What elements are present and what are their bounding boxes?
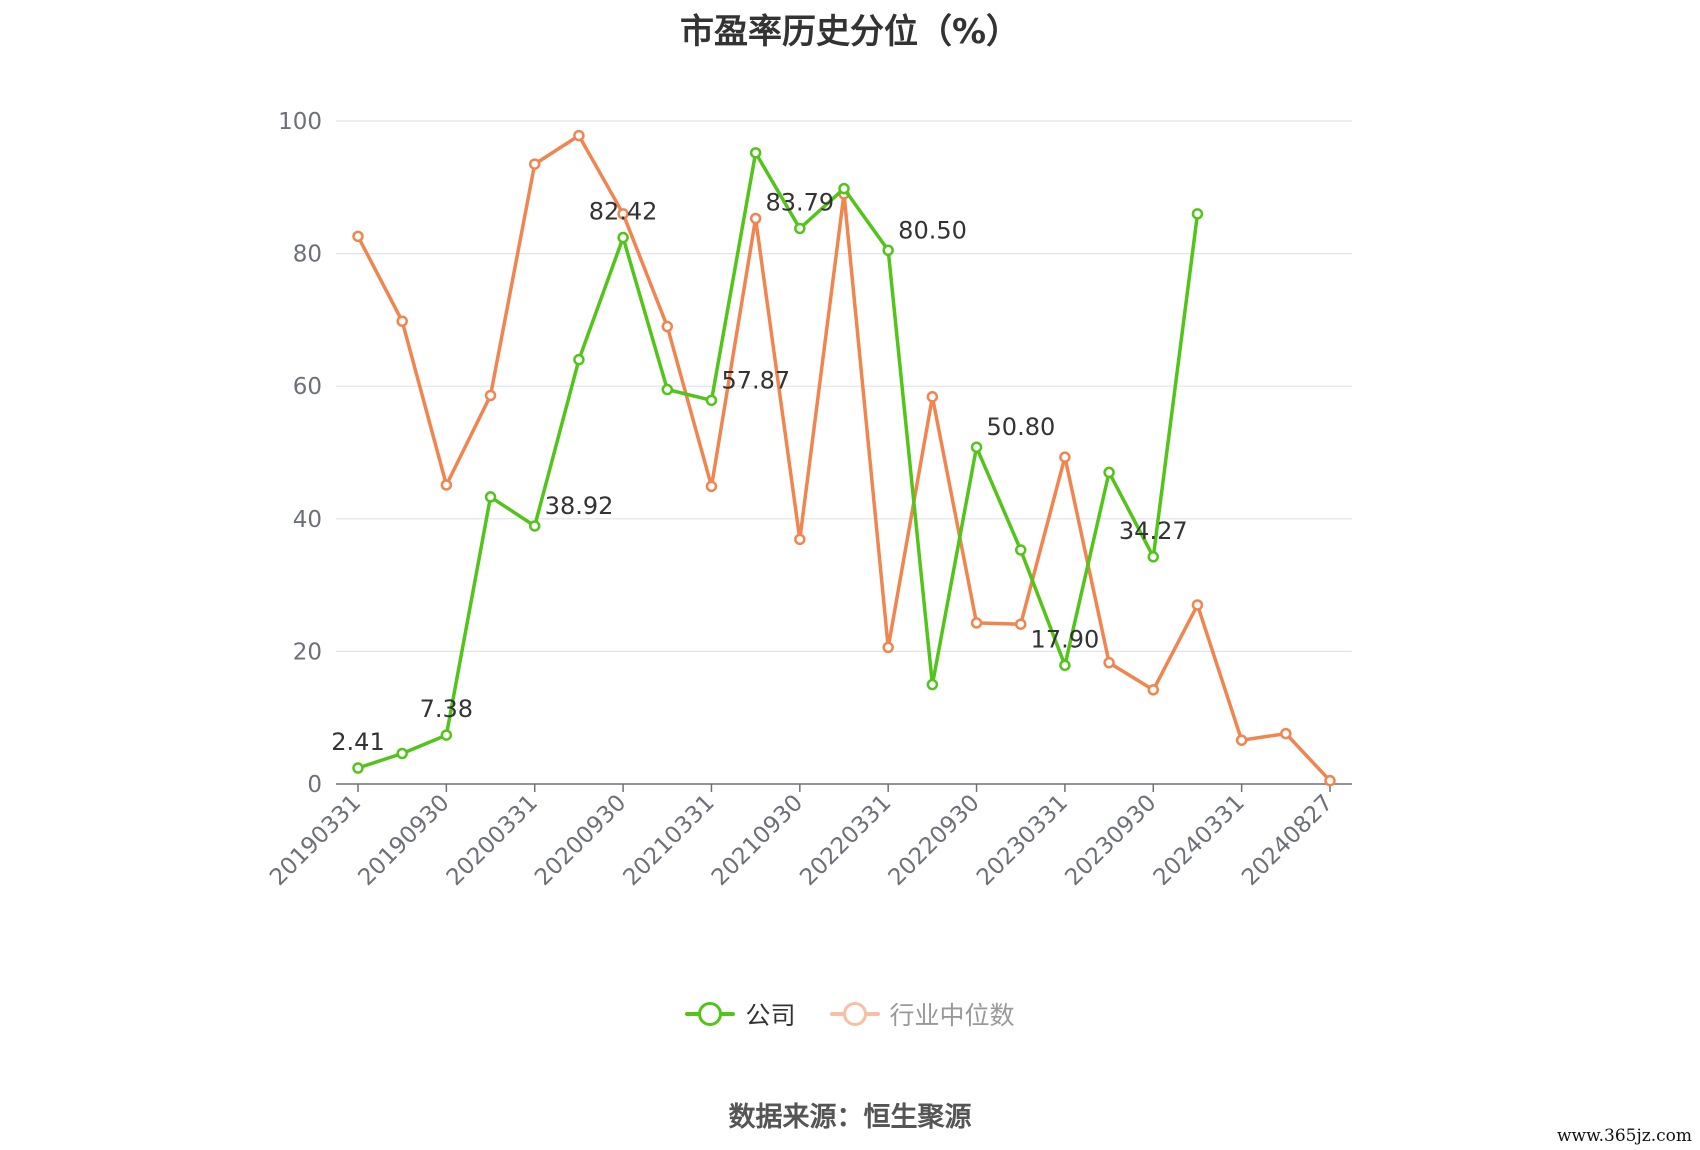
chart-title: 市盈率历史分位（%）: [679, 12, 1021, 52]
y-tick-label-20: 20: [293, 639, 322, 665]
watermark: www.365jz.com: [1557, 1126, 1692, 1146]
point-industry-median-20220630: [926, 391, 939, 403]
point-company-20230331: [1059, 659, 1071, 672]
point-industry-median-20210331: [705, 480, 718, 493]
point-industry-median-20200331: [528, 158, 541, 170]
series-line-industry-median: [356, 133, 1332, 782]
point-company-20230930: [1147, 551, 1160, 563]
point-industry-median-20201231: [661, 320, 674, 333]
data-label-20220930: 50.80: [987, 413, 1056, 441]
x-tick-label-20240331: 20240331: [1149, 790, 1250, 891]
point-industry-median-20200930: [617, 208, 629, 220]
point-industry-median-20210630: [749, 212, 762, 225]
point-industry-median-20230630: [1103, 656, 1115, 669]
point-industry-median-20230331: [1059, 451, 1071, 463]
data-source: 数据来源：恒生聚源: [728, 1102, 972, 1133]
series-line-company: [357, 151, 1200, 770]
x-tick-label-20210930: 20210930: [707, 790, 808, 891]
point-industry-median-20190930: [440, 479, 453, 491]
data-label-20230930: 34.27: [1119, 517, 1188, 545]
x-tick-label-20190331: 20190331: [265, 790, 366, 891]
legend-swatch-company: [685, 1002, 736, 1026]
point-company-20220930: [970, 441, 983, 453]
data-label-20210930: 83.79: [765, 188, 834, 216]
point-industry-median-20210930: [794, 533, 806, 546]
data-label-20230331: 17.90: [1031, 625, 1100, 653]
point-company-20210331: [705, 394, 718, 407]
legend-label-industry-median: 行业中位数: [889, 1001, 1015, 1030]
point-company-20200930: [617, 231, 629, 244]
point-industry-median-20220930: [970, 617, 983, 629]
point-industry-median-20231231: [1191, 599, 1204, 611]
point-company-20231231: [1191, 208, 1204, 220]
point-industry-median-20200630: [573, 129, 585, 142]
point-company-20190630: [396, 747, 408, 760]
point-company-20190930: [440, 729, 453, 741]
point-industry-median-20220331: [882, 641, 894, 654]
point-company-20230630: [1103, 466, 1115, 479]
y-tick-label-100: 100: [278, 109, 322, 135]
y-tick-label-40: 40: [293, 507, 322, 533]
point-company-20210930: [794, 222, 806, 235]
data-labels: 2.41 7.38 38.92 82.42 57.87 83.79 80.50 50.80 17…: [331, 188, 1187, 756]
x-tick-label-20200331: 20200331: [442, 790, 543, 891]
point-industry-median-20240827: [1324, 774, 1336, 787]
legend-item-industry-median[interactable]: 行业中位数: [829, 996, 1015, 1032]
x-tick-label-20220331: 20220331: [795, 790, 896, 891]
point-industry-median-20191231: [484, 389, 497, 402]
y-tick-label-0: 0: [307, 772, 322, 798]
x-tick-label-20220930: 20220930: [884, 790, 985, 891]
data-label-20220331: 80.50: [898, 216, 967, 244]
legend: 公司 行业中位数: [0, 996, 1700, 1032]
point-industry-median-20240630: [1280, 727, 1292, 740]
legend-item-company[interactable]: 公司: [685, 996, 796, 1032]
point-company-20211231: [838, 182, 850, 195]
data-label-20190331: 2.41: [331, 728, 384, 756]
data-label-20200331: 38.92: [545, 492, 614, 520]
point-industry-median-20221231: [1014, 618, 1027, 630]
point-company-20210630: [749, 147, 762, 159]
point-industry-median-20190630: [396, 315, 408, 327]
data-label-20190930: 7.38: [420, 695, 473, 723]
legend-label-company: 公司: [745, 1001, 796, 1030]
grid-lines: [336, 120, 1352, 653]
point-company-20191231: [484, 491, 497, 503]
x-tick-label-20230331: 20230331: [972, 790, 1073, 891]
data-label-20210331: 57.87: [721, 366, 790, 394]
point-industry-median-20190331: [352, 230, 364, 243]
point-company-20220331: [882, 244, 894, 257]
point-company-20201231: [661, 383, 674, 396]
x-tick-label-20240827: 20240827: [1237, 790, 1338, 891]
point-company-20200331: [528, 520, 541, 532]
legend-swatch-industry-median: [829, 1002, 880, 1026]
point-industry-median-20240331: [1235, 734, 1248, 746]
x-tick-label-20190930: 20190930: [353, 790, 454, 891]
data-label-20200930: 82.42: [589, 198, 658, 226]
x-tick-label-20200930: 20200930: [530, 790, 631, 891]
y-tick-label-80: 80: [293, 242, 322, 268]
point-company-20190331: [352, 762, 364, 774]
point-company-20200630: [573, 353, 585, 366]
series-lines: [352, 129, 1336, 787]
axes: 0 20 40 60 80 100 2019033120190930202003312020…: [265, 109, 1352, 891]
x-tick-label-20230930: 20230930: [1060, 790, 1161, 891]
point-company-20220630: [926, 678, 939, 691]
point-industry-median-20230930: [1147, 684, 1160, 696]
x-tick-label-20210331: 20210331: [619, 790, 720, 891]
point-company-20221231: [1014, 544, 1027, 556]
y-tick-label-60: 60: [293, 374, 322, 400]
